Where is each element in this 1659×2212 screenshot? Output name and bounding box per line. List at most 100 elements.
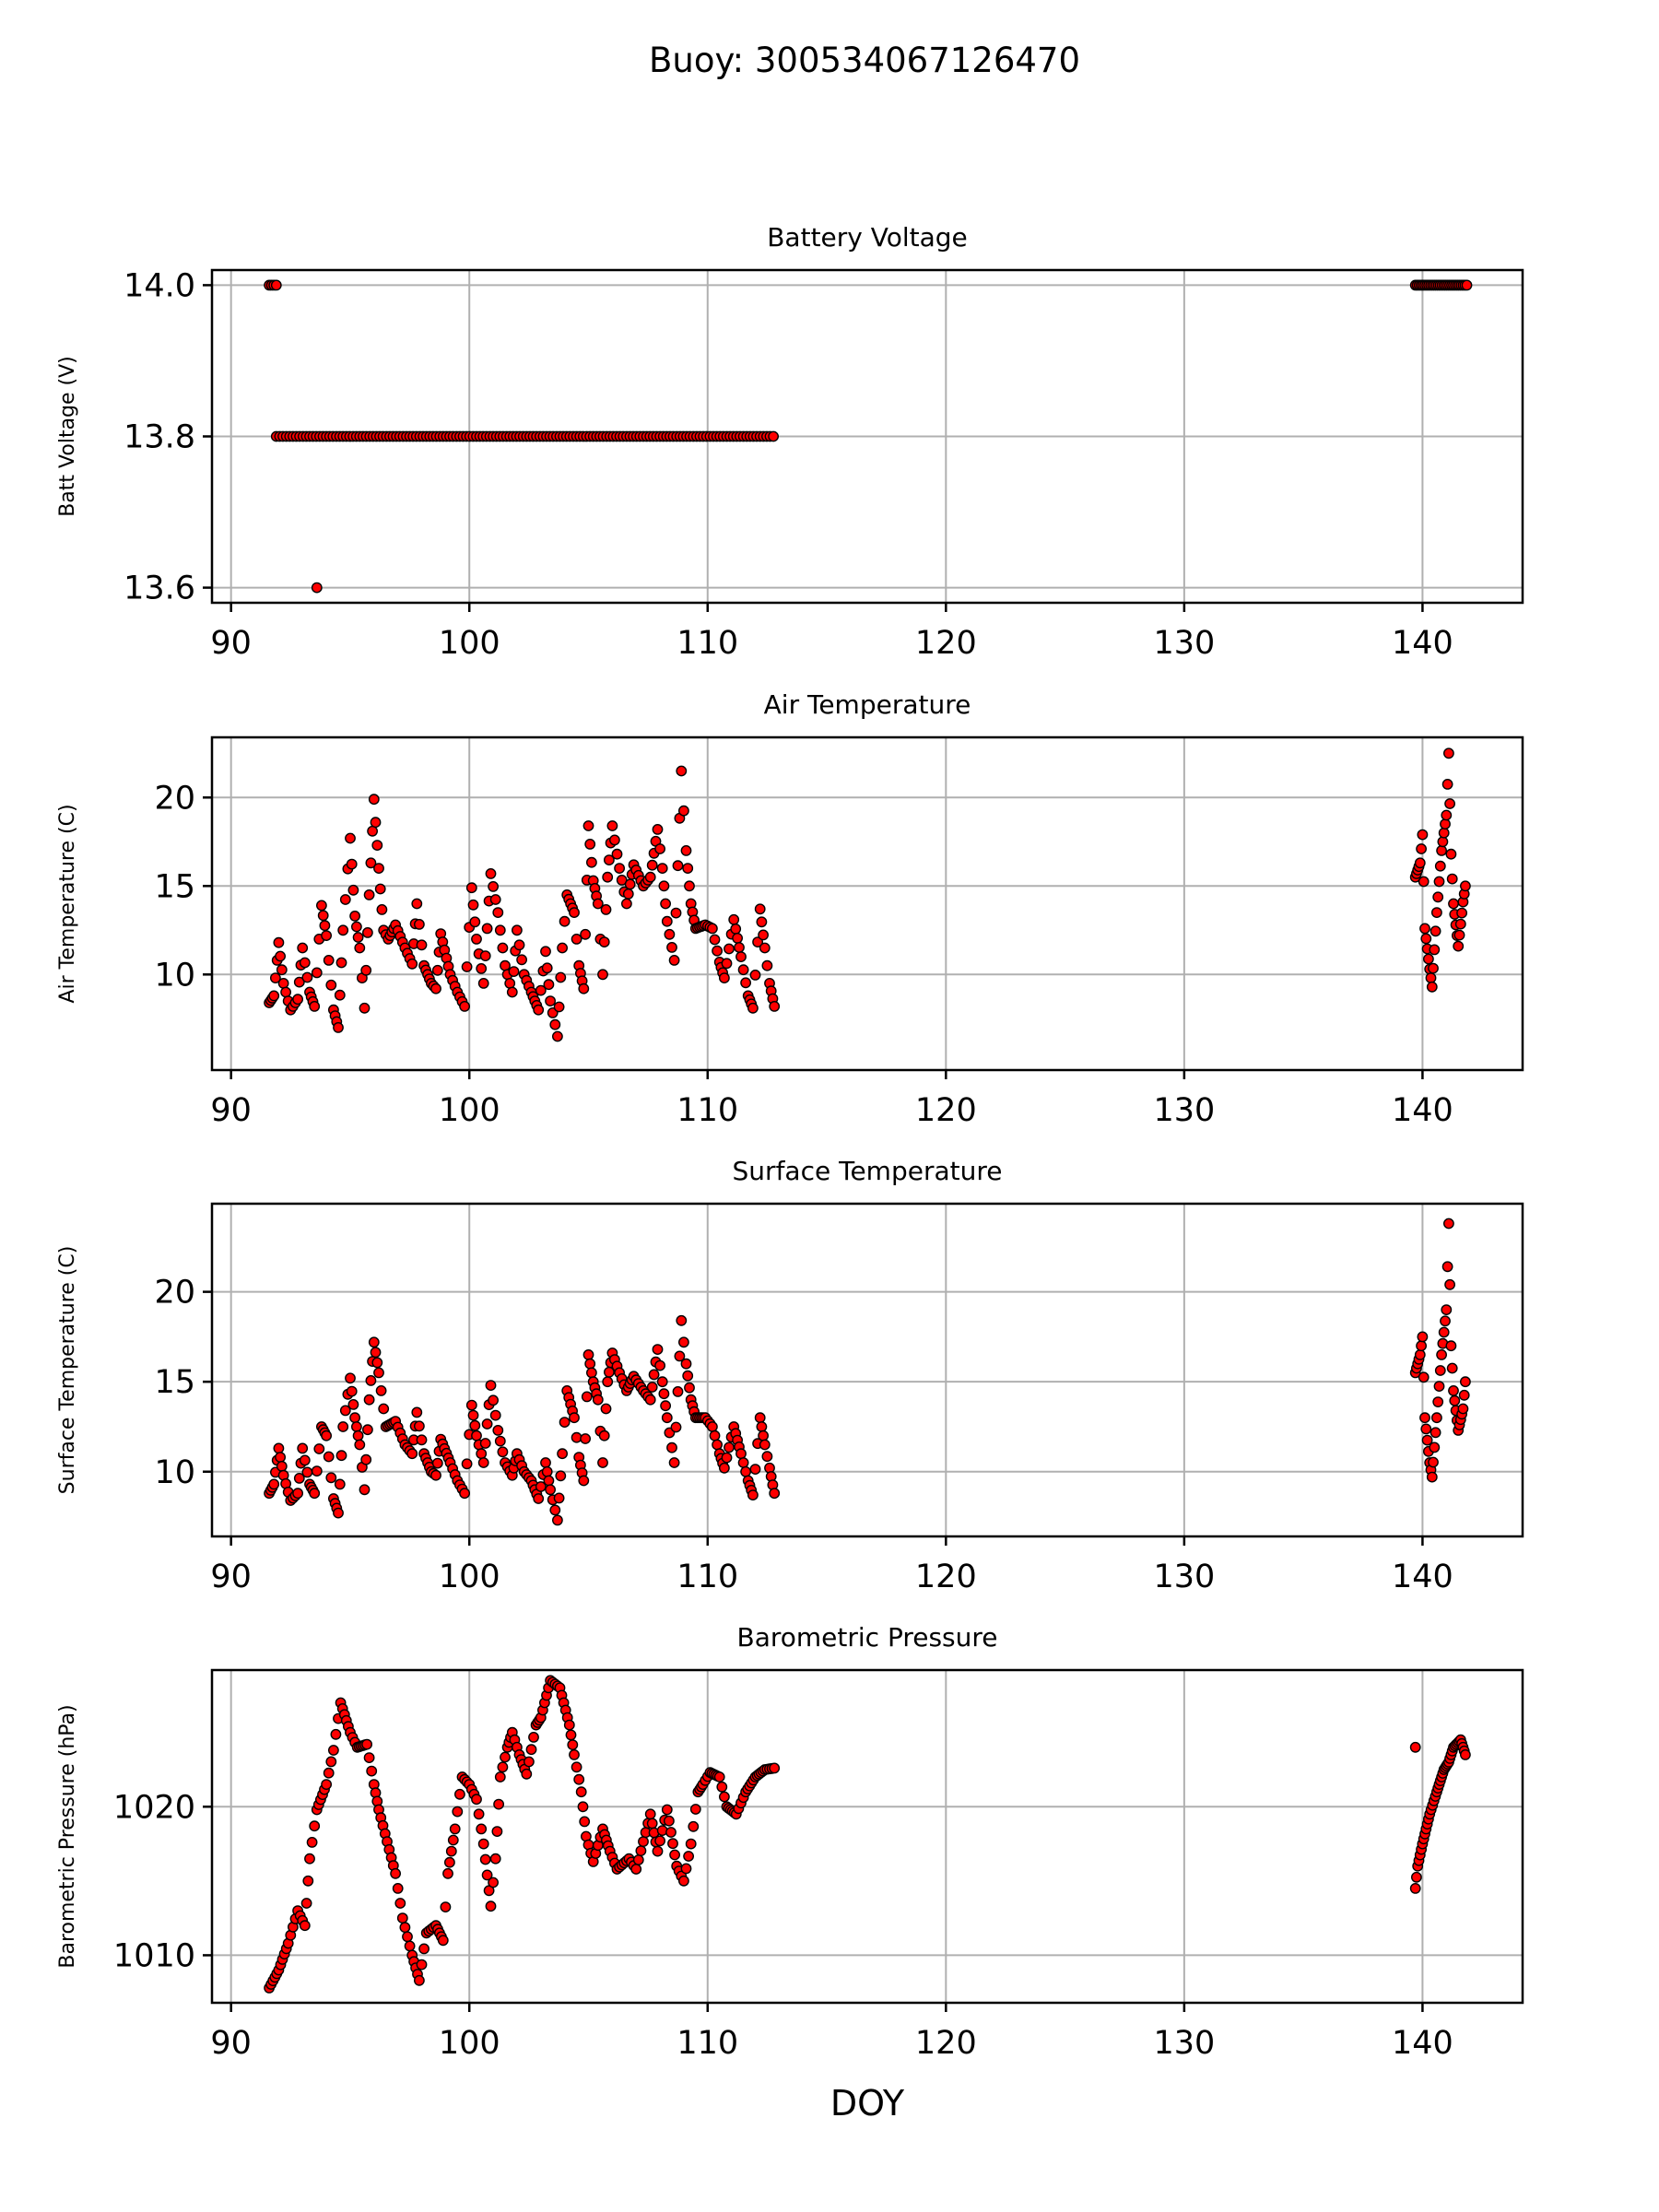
data-point	[301, 1466, 313, 1478]
data-point	[449, 1823, 461, 1835]
data-point	[571, 1431, 582, 1443]
data-point	[504, 978, 516, 989]
data-point	[309, 1488, 321, 1500]
y-tick-label: 10	[154, 1454, 195, 1491]
data-point	[752, 936, 763, 947]
data-point	[606, 820, 618, 831]
data-point	[571, 934, 582, 945]
data-point	[552, 1514, 563, 1526]
data-point	[1438, 1326, 1450, 1338]
data-point	[467, 899, 479, 911]
data-point	[363, 889, 375, 900]
data-point	[333, 1507, 344, 1519]
data-point	[431, 964, 443, 976]
y-tick-label: 14.0	[124, 267, 195, 304]
data-point	[646, 1818, 658, 1830]
data-point	[609, 834, 620, 846]
data-point	[1420, 1423, 1432, 1435]
data-point	[533, 1493, 545, 1504]
data-point	[361, 927, 373, 938]
data-point	[1432, 891, 1444, 903]
x-tick-label: 100	[439, 1559, 500, 1595]
data-point	[269, 972, 281, 984]
data-point	[682, 1370, 694, 1382]
data-point	[311, 582, 323, 594]
data-point	[569, 1412, 580, 1424]
data-point	[707, 923, 718, 935]
data-point	[373, 863, 384, 874]
data-point	[485, 1900, 497, 1912]
data-point	[492, 1425, 504, 1436]
data-point	[488, 1394, 499, 1406]
data-point	[416, 1959, 428, 1971]
data-point	[676, 1314, 688, 1326]
data-point	[712, 945, 723, 957]
data-point	[668, 955, 680, 966]
data-point	[321, 930, 332, 941]
data-point	[277, 978, 289, 989]
data-point	[622, 888, 634, 900]
data-point	[273, 936, 285, 948]
data-point	[363, 1394, 375, 1406]
data-point	[430, 982, 441, 994]
data-point	[646, 1382, 658, 1393]
data-point	[319, 920, 331, 932]
data-point	[1421, 1434, 1433, 1446]
data-point	[754, 903, 766, 915]
data-point	[371, 1357, 383, 1369]
data-point	[1417, 1331, 1429, 1343]
data-point	[325, 979, 337, 991]
data-point	[1417, 829, 1429, 841]
data-point	[737, 964, 749, 976]
data-point	[683, 1851, 694, 1862]
data-points	[264, 747, 1471, 1042]
data-point	[476, 963, 488, 974]
data-point	[579, 1816, 591, 1828]
data-points	[264, 279, 1473, 594]
data-point	[672, 1386, 684, 1397]
data-point	[363, 1752, 375, 1764]
data-point	[309, 1001, 321, 1012]
data-point	[406, 958, 418, 970]
data-point	[735, 1448, 747, 1460]
data-point	[658, 1388, 670, 1400]
data-point	[469, 1419, 481, 1431]
data-point	[656, 1376, 668, 1388]
data-point	[592, 898, 604, 910]
data-point	[598, 936, 610, 947]
y-tick-label: 20	[154, 1275, 195, 1312]
x-tick-label: 120	[915, 1092, 977, 1129]
y-axis-label: Barometric Pressure (hPa)	[56, 1704, 79, 1968]
data-point	[769, 1762, 781, 1774]
data-point	[597, 1457, 608, 1468]
data-point	[334, 1478, 346, 1490]
data-point	[1430, 925, 1441, 937]
data-point	[365, 857, 377, 869]
data-point	[315, 900, 327, 912]
data-point	[1446, 873, 1458, 885]
data-point	[1428, 962, 1439, 974]
data-point	[365, 1375, 377, 1386]
data-point	[370, 1347, 382, 1359]
y-tick-label: 1020	[113, 1789, 195, 1826]
data-point	[311, 967, 323, 979]
data-point	[513, 939, 525, 951]
data-point	[479, 1853, 491, 1865]
data-point	[512, 924, 523, 936]
data-point	[674, 1350, 686, 1362]
data-point	[707, 1421, 718, 1432]
data-point	[569, 1749, 580, 1760]
x-tick-label: 90	[210, 625, 252, 662]
x-tick-label: 120	[915, 2025, 977, 2062]
data-point	[666, 942, 677, 953]
data-point	[541, 962, 553, 974]
data-point	[335, 957, 347, 969]
data-point	[758, 1430, 769, 1441]
data-point	[459, 1001, 470, 1012]
data-point	[721, 958, 733, 970]
data-point	[1444, 798, 1456, 809]
data-point	[597, 969, 608, 981]
data-point	[582, 1349, 594, 1360]
data-point	[293, 1473, 305, 1484]
x-tick-label: 130	[1153, 625, 1215, 662]
